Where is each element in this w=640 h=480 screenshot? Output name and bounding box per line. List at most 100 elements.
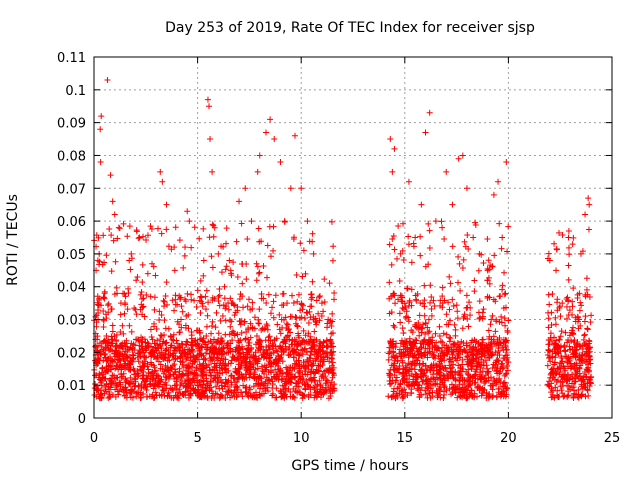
data-point (217, 370, 224, 377)
data-point (124, 347, 131, 354)
data-point (184, 290, 191, 297)
data-point (170, 371, 177, 378)
data-point (291, 374, 298, 381)
data-point (119, 322, 126, 329)
data-point (425, 376, 432, 383)
data-point (179, 308, 186, 315)
data-point (483, 347, 490, 354)
data-point (203, 323, 210, 330)
data-point (399, 394, 406, 401)
data-point (254, 339, 261, 346)
data-point (464, 304, 471, 311)
data-point (251, 314, 258, 321)
data-point (170, 350, 177, 357)
data-point (572, 354, 579, 361)
data-point (256, 269, 263, 276)
data-point (439, 293, 446, 300)
data-point (258, 375, 265, 382)
data-point (585, 195, 592, 202)
data-point (420, 378, 427, 385)
data-point (454, 341, 461, 348)
data-point (452, 332, 459, 339)
data-point (199, 344, 206, 351)
data-point (311, 377, 318, 384)
data-point (133, 311, 140, 318)
data-point (300, 327, 307, 334)
data-point (405, 233, 412, 240)
data-point (316, 292, 323, 299)
data-point (214, 379, 221, 386)
data-point (254, 394, 261, 401)
data-point (425, 220, 432, 227)
data-point (327, 390, 334, 397)
data-point (436, 332, 443, 339)
data-point (478, 351, 485, 358)
data-point (577, 250, 584, 257)
data-point (254, 263, 261, 270)
data-point (465, 372, 472, 379)
y-tick-label: 0 (78, 412, 86, 427)
data-point (154, 354, 161, 361)
data-point (274, 371, 281, 378)
data-point (566, 307, 573, 314)
data-point (273, 394, 280, 401)
data-point (479, 368, 486, 375)
data-point (413, 354, 420, 361)
data-point (314, 381, 321, 388)
data-point (225, 306, 232, 313)
data-point (307, 291, 314, 298)
data-point (449, 369, 456, 376)
data-point (153, 355, 160, 362)
data-point (274, 321, 281, 328)
data-point (228, 372, 235, 379)
data-point (249, 299, 256, 306)
data-point (563, 303, 570, 310)
data-point (198, 335, 205, 342)
data-point (446, 338, 453, 345)
data-point (460, 256, 467, 263)
x-tick-label: 5 (193, 431, 201, 446)
data-point (287, 185, 294, 192)
data-point (447, 280, 454, 287)
x-tick-label: 25 (604, 431, 621, 446)
data-point (218, 338, 225, 345)
data-point (471, 288, 478, 295)
data-point (315, 362, 322, 369)
data-point (544, 362, 551, 369)
data-point (588, 312, 595, 319)
data-point (441, 342, 448, 349)
data-point (309, 238, 316, 245)
data-point (466, 299, 473, 306)
data-point (265, 380, 272, 387)
data-point (582, 291, 589, 298)
data-point (545, 291, 552, 298)
data-point (574, 294, 581, 301)
data-point (309, 230, 316, 237)
data-point (489, 312, 496, 319)
data-point (504, 354, 511, 361)
data-point (484, 267, 491, 274)
data-point (311, 328, 318, 335)
data-point (201, 355, 208, 362)
data-point (140, 295, 147, 302)
data-point (303, 349, 310, 356)
data-point (557, 359, 564, 366)
data-point (436, 323, 443, 330)
data-point (548, 380, 555, 387)
data-point (208, 253, 215, 260)
data-point (176, 343, 183, 350)
data-point (215, 355, 222, 362)
data-point (213, 309, 220, 316)
data-point (191, 379, 198, 386)
data-point (457, 388, 464, 395)
data-point (299, 371, 306, 378)
data-point (582, 211, 589, 218)
data-point (123, 389, 130, 396)
data-point (185, 361, 192, 368)
data-point (584, 387, 591, 394)
data-point (99, 365, 106, 372)
data-point (139, 345, 146, 352)
data-point (227, 295, 234, 302)
data-point (149, 336, 156, 343)
